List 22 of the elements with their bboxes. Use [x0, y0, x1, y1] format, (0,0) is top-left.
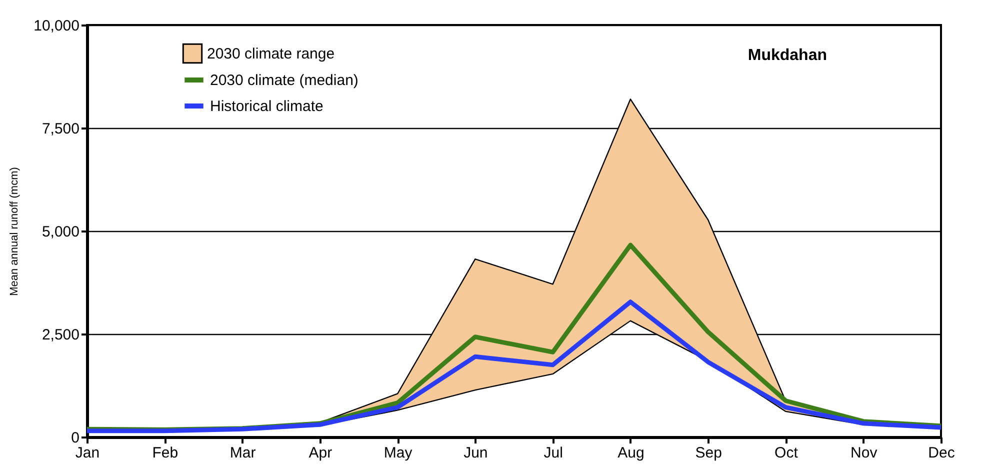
- x-tick-label: Dec: [928, 444, 956, 462]
- y-tick-label: 10,000: [34, 18, 80, 34]
- x-tick-label: Nov: [850, 444, 878, 462]
- x-tick-label: Sep: [695, 444, 722, 462]
- x-tick-label: Jun: [464, 444, 488, 462]
- x-tick-label: Apr: [308, 444, 332, 462]
- x-tick-label: Mar: [230, 444, 256, 462]
- y-axis-title: Mean annual runoff (mcm): [8, 167, 21, 296]
- legend-label: 2030 climate (median): [210, 72, 358, 89]
- annotation: Mukdahan: [748, 47, 827, 64]
- x-tick-label: Jul: [544, 444, 563, 462]
- y-tick-label: 7,500: [42, 120, 80, 138]
- x-tick-label: Jan: [75, 444, 100, 462]
- x-tick-label: Aug: [618, 444, 644, 462]
- x-tick-label: Oct: [774, 444, 799, 462]
- x-tick-label: May: [384, 444, 413, 462]
- x-tick-label: Feb: [152, 444, 178, 462]
- y-tick-label: 2,500: [42, 326, 80, 344]
- legend-label: 2030 climate range: [207, 46, 335, 62]
- legend-label: Historical climate: [210, 98, 324, 115]
- y-tick-label: 0: [71, 430, 80, 446]
- y-tick-label: 5,000: [42, 224, 80, 240]
